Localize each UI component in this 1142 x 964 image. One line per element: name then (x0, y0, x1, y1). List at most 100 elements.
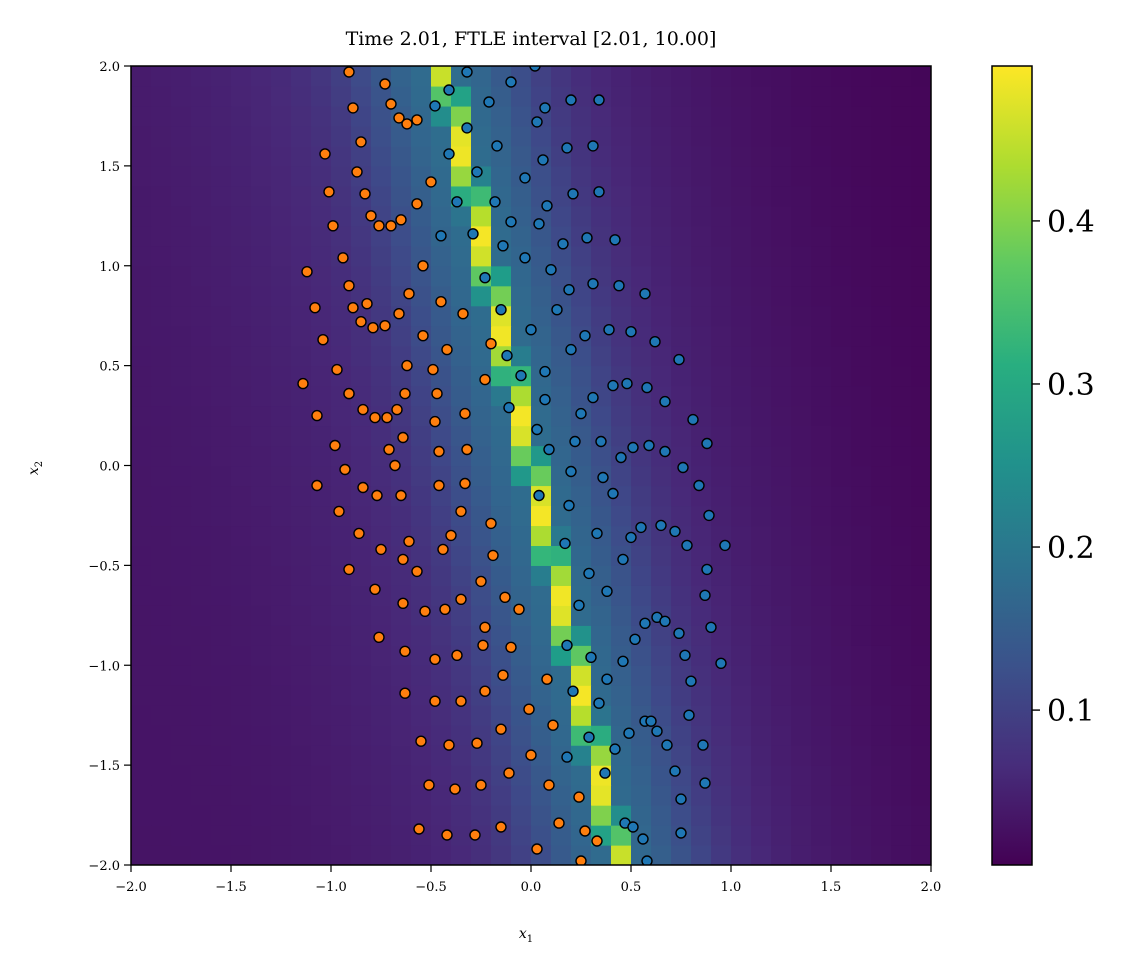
particle-point-orange (459, 477, 471, 490)
heatmap-cell (171, 285, 192, 307)
particle-point-blue (533, 218, 545, 230)
heatmap-cell (751, 485, 772, 507)
ftle-heatmap (131, 66, 931, 865)
heatmap-cell (851, 585, 872, 606)
heatmap-cell (291, 605, 312, 626)
heatmap-cell (151, 185, 172, 207)
heatmap-cell (811, 625, 832, 646)
heatmap-cell (731, 485, 752, 507)
heatmap-cell (811, 805, 832, 826)
heatmap-cell (571, 745, 592, 766)
heatmap-cell (611, 845, 632, 865)
heatmap-cell (191, 565, 212, 586)
heatmap-cell (471, 765, 492, 786)
heatmap-cell (391, 705, 412, 726)
heatmap-cell (191, 705, 212, 726)
heatmap-cell (451, 325, 472, 347)
heatmap-cell (551, 785, 572, 806)
heatmap-cell (411, 66, 432, 87)
heatmap-cell (391, 505, 412, 527)
heatmap-cell (151, 285, 172, 307)
heatmap-cell (151, 245, 172, 267)
particle-point-orange (413, 823, 425, 835)
heatmap-cell (871, 405, 892, 427)
particle-point-orange (541, 673, 553, 685)
heatmap-cell (391, 145, 412, 167)
heatmap-cell (851, 405, 872, 427)
heatmap-cell (291, 325, 312, 347)
heatmap-cell (271, 585, 292, 606)
heatmap-cell (511, 825, 532, 846)
heatmap-cell (751, 565, 772, 586)
heatmap-cell (571, 705, 592, 726)
heatmap-cell (451, 625, 472, 646)
y-axis-label: x2 (26, 461, 45, 475)
heatmap-cell (151, 665, 172, 686)
particle-point-blue (483, 96, 495, 108)
heatmap-cell (471, 605, 492, 626)
heatmap-cell (451, 105, 472, 127)
heatmap-cell (211, 425, 232, 447)
heatmap-cell (211, 385, 232, 407)
particle-point-orange (445, 529, 457, 542)
heatmap-cell (291, 445, 312, 467)
heatmap-cell (891, 765, 912, 786)
heatmap-cell (851, 745, 872, 766)
heatmap-cell (291, 125, 312, 147)
heatmap-cell (811, 405, 832, 427)
heatmap-cell (531, 465, 552, 487)
heatmap-cell (391, 745, 412, 766)
heatmap-cell (271, 365, 292, 387)
heatmap-cell (231, 365, 252, 387)
heatmap-cell (871, 185, 892, 207)
heatmap-cell (131, 685, 152, 706)
heatmap-cell (631, 665, 652, 686)
heatmap-cell (351, 85, 372, 107)
heatmap-cell (911, 445, 931, 467)
particle-point-orange (449, 783, 461, 795)
particle-point-blue (563, 499, 575, 512)
heatmap-cell (591, 805, 612, 826)
heatmap-cell (291, 645, 312, 666)
particle-point-orange (381, 411, 393, 424)
heatmap-cell (411, 585, 432, 606)
heatmap-cell (771, 525, 792, 546)
heatmap-cell (691, 66, 712, 87)
heatmap-cell (171, 105, 192, 127)
heatmap-cell (571, 485, 592, 507)
heatmap-cell (331, 185, 352, 207)
heatmap-cell (251, 685, 272, 706)
heatmap-cell (811, 365, 832, 387)
particle-point-orange (497, 669, 509, 681)
heatmap-cell (191, 765, 212, 786)
particle-point-orange (371, 489, 383, 502)
heatmap-cell (331, 145, 352, 167)
heatmap-cell (511, 425, 532, 447)
heatmap-cell (371, 505, 392, 527)
particle-point-blue (703, 509, 715, 522)
heatmap-cell (691, 645, 712, 666)
heatmap-cell (571, 365, 592, 387)
heatmap-cell (711, 345, 732, 367)
heatmap-cell (611, 565, 632, 586)
heatmap-cell (331, 645, 352, 666)
particle-point-blue (607, 379, 619, 392)
heatmap-cell (491, 85, 512, 107)
heatmap-cell (391, 805, 412, 826)
heatmap-cell (811, 685, 832, 706)
heatmap-cell (871, 625, 892, 646)
heatmap-cell (751, 265, 772, 287)
heatmap-cell (131, 665, 152, 686)
heatmap-cell (491, 225, 512, 247)
heatmap-cell (311, 845, 332, 865)
heatmap-cell (671, 285, 692, 307)
heatmap-cell (451, 85, 472, 107)
heatmap-cell (871, 825, 892, 846)
heatmap-cell (291, 665, 312, 686)
particle-point-blue (531, 423, 543, 436)
heatmap-cell (691, 165, 712, 187)
heatmap-cell (631, 465, 652, 487)
heatmap-cell (271, 305, 292, 327)
heatmap-cell (171, 505, 192, 527)
heatmap-cell (251, 285, 272, 307)
